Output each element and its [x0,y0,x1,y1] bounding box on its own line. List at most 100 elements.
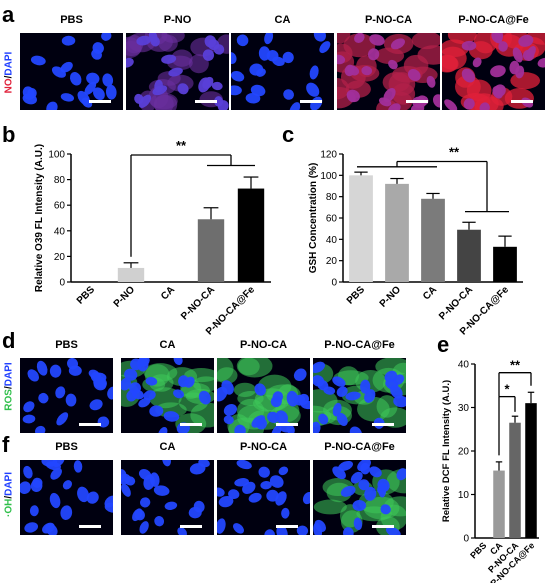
row-a-channel-label: NO/DAPI [4,43,15,103]
column-title-p-no-ca-fe: P-NO-CA@Fe [324,441,395,453]
bar-p-no-ca [457,229,481,282]
label-separator: / [3,495,15,499]
category-label: P-NO [378,284,404,310]
dapi-channel-text: DAPI [3,51,15,76]
y-tick-label: 40 [54,226,66,237]
y-tick-label: 20 [458,447,470,458]
bar-pbs [349,175,373,282]
micrograph-row_f-0 [20,460,113,535]
category-label: PBS [75,284,98,307]
category-label: PBS [468,540,488,560]
micrograph-row_a-1 [126,33,229,110]
column-title-pbs: PBS [55,339,78,351]
micrograph-row_f-2 [217,460,310,535]
scale-bar [372,423,394,426]
micrograph-row_d-3 [313,358,406,433]
scale-bar [79,423,101,426]
bar-ca [421,198,445,282]
panel-letter-d: d [2,328,16,353]
chart-b-svg: Relative O39 FL Intensity (A.U.) 0 20 40 60 8… [34,138,271,338]
y-tick-label: 20 [326,256,338,267]
y-tick-label: 20 [54,252,66,263]
y-tick-label: 60 [326,214,338,225]
y-tick-label: 60 [54,201,66,212]
scale-bar [406,100,428,103]
column-title-p-no-ca: P-NO-CA [364,14,413,26]
scale-bar [300,100,322,103]
y-tick-label: 30 [458,403,470,414]
column-title-p-no-ca: P-NO-CA [239,339,288,351]
dapi-channel-text: DAPI [3,471,15,496]
dapi-channel-text: DAPI [3,362,15,387]
scale-bar [372,525,394,528]
micrograph-row_f-1 [121,460,214,535]
chart-c-svg: GSH Concentration (%) 0 20 40 60 80 100 120 PBS P… [308,144,523,338]
y-tick-label: 100 [48,150,65,161]
scale-bar [79,525,101,528]
category-label: P-NO-CA [179,284,217,322]
bar-p-no-ca-fe [237,188,265,282]
column-title-pbs: PBS [55,441,78,453]
column-title-p-no-ca-fe: P-NO-CA@Fe [324,339,395,351]
category-label: P-NO [112,284,138,310]
significance-marker: ** [176,138,187,153]
bar-ca [493,470,505,538]
oh-channel-text: ·OH [3,498,15,518]
micrograph-row_a-3 [337,33,440,110]
category-label: CA [421,284,439,302]
y-tick-label: 0 [59,278,65,289]
y-axis-label: Relative DCF FL Intensity (A.U.) [441,380,452,522]
bar-p-no-ca-fe [525,403,537,538]
category-label: PBS [345,284,368,307]
scale-bar [89,100,111,103]
bar-p-no-ca-fe [493,246,517,282]
micrograph-row_a-4 [442,33,545,110]
column-title-ca: CA [274,14,291,26]
panel-letter-b: b [2,122,16,147]
micrograph-row_d-1 [121,358,214,433]
y-axis-label: GSH Concentration (%) [308,163,319,274]
column-title-pbs: PBS [60,14,83,26]
bar-p-no-ca [509,422,521,538]
column-title-ca: CA [159,339,176,351]
ros-channel-text: ROS [3,389,15,411]
row-f-channel-label: ·OH/DAPI [4,465,15,525]
category-label: P-NO-CA [437,284,475,322]
column-title-ca: CA [159,441,176,453]
column-title-p-no-ca-fe: P-NO-CA@Fe [458,14,529,26]
scale-bar [195,100,217,103]
micrograph-row_a-0 [20,33,123,110]
y-axis-label: Relative O39 FL Intensity (A.U.) [34,144,45,292]
scale-bar [511,100,533,103]
y-tick-label: 40 [326,235,338,246]
y-tick-label: 0 [331,278,337,289]
no-channel-text: NO [3,78,15,94]
significance-marker: * [504,382,510,397]
chart-e-svg: Relative DCF FL Intensity (A.U.) 0 10 20 30 4… [441,358,539,583]
column-title-p-no-ca: P-NO-CA [239,441,288,453]
y-tick-label: 40 [458,360,470,371]
y-tick-label: 80 [54,175,66,186]
panel-letter-e: e [437,332,450,357]
y-tick-label: 120 [320,150,337,161]
label-separator: / [3,386,15,390]
row-d-channel-label: ROS/DAPI [4,357,15,417]
panel-letter-f: f [2,432,10,457]
bar-p-no [385,183,409,282]
scale-bar [276,423,298,426]
panel-letter-a: a [2,2,15,27]
bar-p-no-ca [197,219,225,282]
label-separator: / [3,75,15,79]
y-tick-label: 100 [320,171,337,182]
micrograph-row_d-2 [217,358,310,433]
y-tick-label: 0 [463,534,469,545]
column-title-p-no: P-NO [163,14,192,26]
panel-letter-c: c [282,122,295,147]
significance-marker: ** [510,358,521,373]
y-tick-label: 80 [326,192,338,203]
y-tick-label: 10 [458,490,470,501]
scale-bar [180,423,202,426]
scale-bar [276,525,298,528]
micrograph-row_a-2 [231,33,334,110]
category-label: CA [159,284,177,302]
